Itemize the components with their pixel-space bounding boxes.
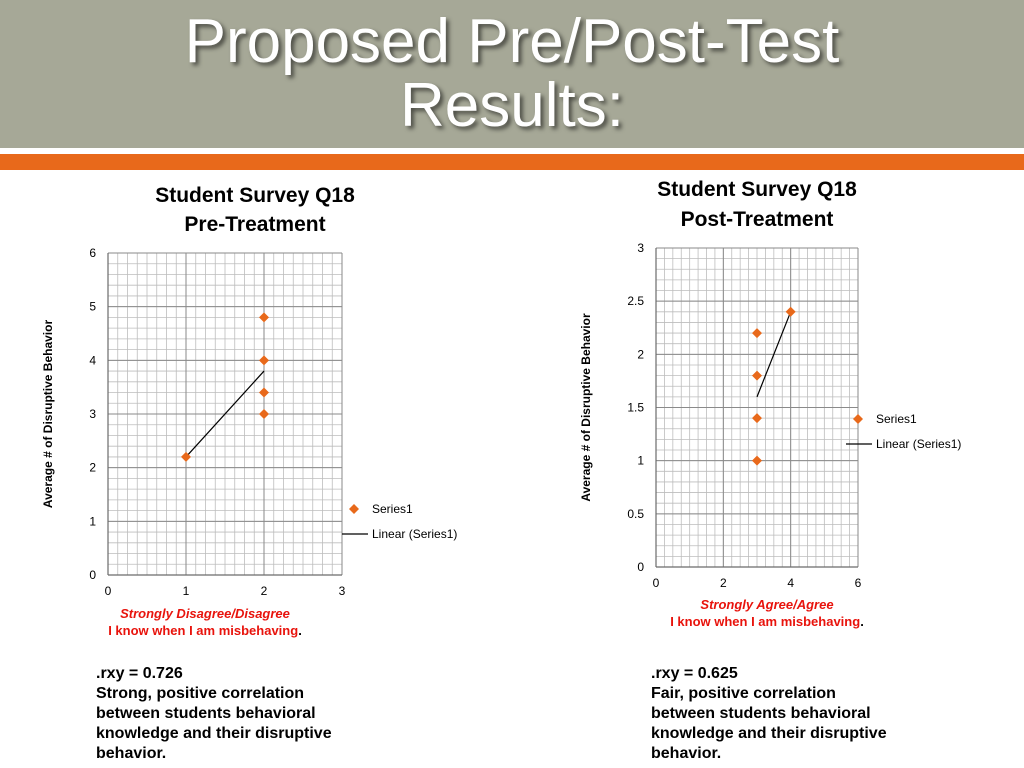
y-tick-label: 3 <box>637 241 644 255</box>
post-note-line: between students behavioral <box>651 705 871 722</box>
y-tick-label: 1 <box>89 514 96 528</box>
x-tick-label: 0 <box>105 584 112 598</box>
post-note-line: behavior. <box>651 745 722 762</box>
x-axis-label-period-span: . <box>860 614 864 629</box>
y-axis-label: Average # of Disruptive Behavior <box>579 313 593 502</box>
data-point <box>752 413 762 424</box>
x-axis-label-line2: I know when I am misbehaving. <box>108 623 302 638</box>
x-axis-label-red-span: I know when I am misbehaving <box>108 623 298 638</box>
post-note-line: Fair, positive correlation <box>651 685 836 702</box>
pre-note-line: knowledge and their disruptive <box>96 725 332 742</box>
x-axis-label-red-span: I know when I am misbehaving <box>670 614 860 629</box>
x-axis-label-line1: Strongly Disagree/Disagree <box>120 606 290 621</box>
post-correlation-note: .rxy = 0.625 Fair, positive correlation … <box>651 664 951 764</box>
y-tick-label: 1.5 <box>627 401 644 415</box>
pre-correlation-note: .rxy = 0.726 Strong, positive correlatio… <box>96 664 396 764</box>
y-tick-label: 1 <box>637 454 644 468</box>
y-tick-label: 4 <box>89 353 96 367</box>
y-axis-label: Average # of Disruptive Behavior <box>41 320 55 509</box>
pre-treatment-chart-svg: Student Survey Q18 Pre-Treatment 0 1 2 3 4 5 6 0 1… <box>41 184 457 638</box>
legend-label-series1: Series1 <box>876 412 917 426</box>
y-tick-label: 3 <box>89 407 96 421</box>
chart-title-line: Student Survey Q18 <box>155 184 355 207</box>
x-tick-label: 4 <box>787 576 794 590</box>
post-correlation-stat: .rxy = 0.625 <box>651 665 738 682</box>
legend-label-linear: Linear (Series1) <box>876 437 961 451</box>
y-tick-label: 2 <box>89 461 96 475</box>
x-tick-label: 2 <box>720 576 727 590</box>
legend-label-series1: Series1 <box>372 502 413 516</box>
post-note-line: knowledge and their disruptive <box>651 725 887 742</box>
x-tick-label: 2 <box>261 584 268 598</box>
x-tick-label: 0 <box>653 576 660 590</box>
x-tick-label: 3 <box>339 584 346 598</box>
pre-note-line: Strong, positive correlation <box>96 685 305 702</box>
legend-marker-series1 <box>349 504 359 514</box>
post-treatment-chart: Student Survey Q18 Post-Treatment 0 0.5 1 1.5… <box>512 170 1024 640</box>
x-axis-label-line1: Strongly Agree/Agree <box>700 597 833 612</box>
post-treatment-chart-svg: Student Survey Q18 Post-Treatment 0 0.5 1 1.5… <box>579 178 961 629</box>
header-band <box>0 0 1024 148</box>
x-axis-label-line2: I know when I am misbehaving. <box>670 614 864 629</box>
chart-title-line: Pre-Treatment <box>184 213 325 236</box>
data-point <box>752 370 762 381</box>
trendline <box>185 370 265 458</box>
data-point <box>752 328 762 339</box>
y-tick-label: 2.5 <box>627 294 644 308</box>
data-point <box>181 451 191 462</box>
trendline <box>756 311 792 398</box>
x-axis-label-period-span: . <box>298 623 302 638</box>
y-tick-label: 6 <box>89 246 96 260</box>
data-point <box>259 312 269 323</box>
pre-note-line: behavior. <box>96 745 167 762</box>
pre-treatment-chart: Student Survey Q18 Pre-Treatment 0 1 2 3 4 5 6 0 1… <box>0 175 512 645</box>
data-point <box>259 355 269 366</box>
data-point <box>785 306 796 317</box>
y-tick-label: 0.5 <box>627 507 644 521</box>
y-tick-label: 0 <box>637 560 644 574</box>
y-tick-label: 2 <box>637 347 644 361</box>
chart-title-line: Student Survey Q18 <box>657 178 857 201</box>
accent-bar <box>0 154 1024 170</box>
chart-title-line: Post-Treatment <box>681 208 834 231</box>
divider-line <box>0 150 1024 152</box>
y-tick-label: 0 <box>89 568 96 582</box>
data-point <box>259 409 269 419</box>
slide-title: Proposed Pre/Post-Test Results: <box>184 7 840 140</box>
pre-correlation-stat: .rxy = 0.726 <box>96 665 183 682</box>
y-tick-label: 5 <box>89 300 96 314</box>
x-tick-label: 1 <box>183 584 190 598</box>
legend-marker-series1 <box>853 414 863 424</box>
data-point <box>259 387 269 398</box>
legend-label-linear: Linear (Series1) <box>372 527 457 541</box>
data-point <box>752 455 762 466</box>
pre-note-line: between students behavioral <box>96 705 316 722</box>
x-tick-label: 6 <box>855 576 862 590</box>
